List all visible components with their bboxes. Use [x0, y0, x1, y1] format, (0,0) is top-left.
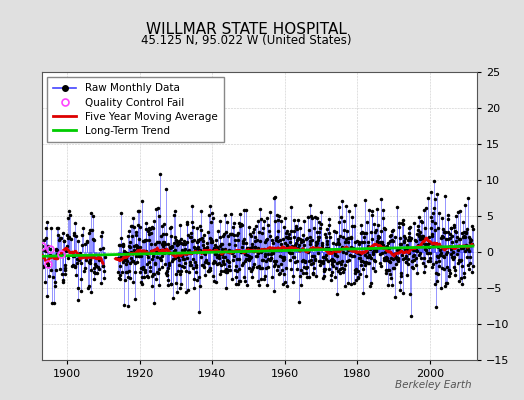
- Legend: Raw Monthly Data, Quality Control Fail, Five Year Moving Average, Long-Term Tren: Raw Monthly Data, Quality Control Fail, …: [47, 77, 224, 142]
- Text: WILLMAR STATE HOSPITAL: WILLMAR STATE HOSPITAL: [146, 22, 347, 37]
- Text: Berkeley Earth: Berkeley Earth: [395, 380, 472, 390]
- Text: 45.125 N, 95.022 W (United States): 45.125 N, 95.022 W (United States): [141, 34, 352, 47]
